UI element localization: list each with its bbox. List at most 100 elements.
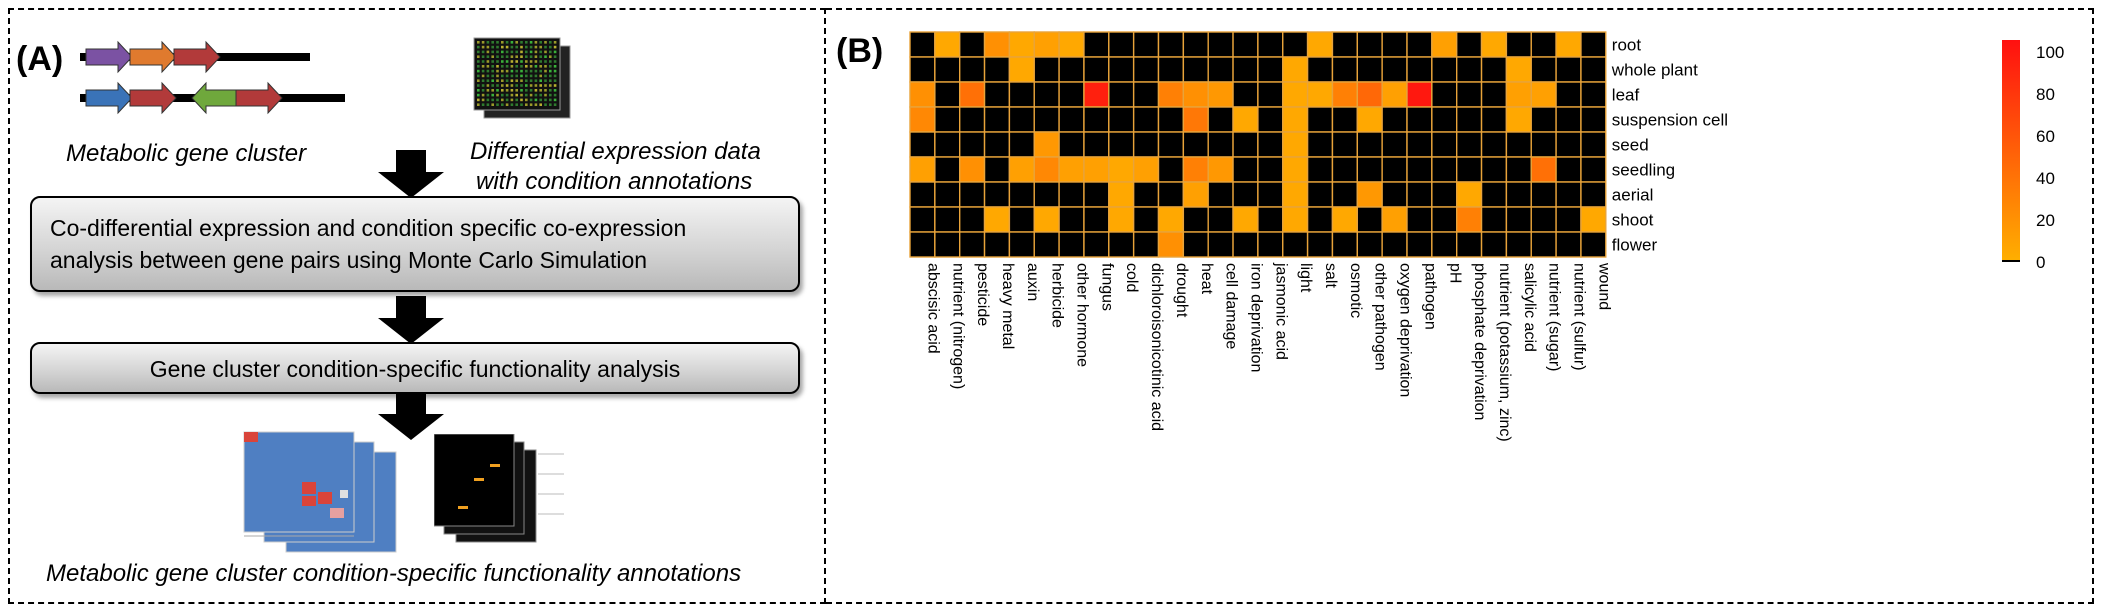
- heatmap-cell: [1182, 156, 1209, 183]
- microarray-spot: [477, 93, 480, 97]
- row-label: seed: [1612, 136, 1649, 155]
- microarray-spot: [496, 50, 499, 54]
- heatmap-cell: [1157, 56, 1185, 83]
- microarray-spot: [534, 69, 538, 73]
- microarray-spot: [553, 45, 557, 49]
- heatmap-cell: [1232, 31, 1259, 58]
- heatmap-cell: [1356, 231, 1383, 258]
- heatmap-cell: [1182, 181, 1209, 208]
- heatmap-cell: [1108, 206, 1135, 233]
- microarray-spot: [501, 98, 504, 102]
- gene-arrow: [191, 81, 239, 115]
- microarray-spot: [496, 103, 499, 106]
- microarray-spot: [525, 74, 528, 78]
- heatmap-cell: [1306, 181, 1334, 208]
- condition-heatmap: root whole plant leaf suspension cell seed se…: [909, 31, 2064, 442]
- microarray-spot: [486, 93, 490, 97]
- heatmap-cell: [1257, 81, 1284, 108]
- microarray-spot: [505, 98, 509, 102]
- microarray-spot: [501, 84, 504, 87]
- heatmap-cell: [1132, 106, 1160, 133]
- heatmap-cell: [1132, 81, 1160, 108]
- microarray-spot: [520, 89, 523, 92]
- microarray-spot: [486, 89, 490, 92]
- heatmap-cell: [1381, 231, 1408, 258]
- microarray-spot: [491, 65, 494, 68]
- column-label: heavy metal: [999, 263, 1016, 349]
- microarray-spot: [501, 69, 504, 73]
- microarray-spot: [544, 65, 547, 68]
- microarray-spot: [481, 41, 485, 44]
- microarray-spot: [486, 45, 490, 49]
- microarray-spot: [486, 69, 490, 73]
- heatmap-cell: [1058, 31, 1085, 58]
- microarray-spot: [529, 89, 533, 92]
- column-label: salicylic acid: [1521, 263, 1538, 352]
- column-label: cold: [1123, 263, 1140, 292]
- heatmap-cell: [1232, 106, 1259, 133]
- microarray-spot: [505, 60, 509, 63]
- heatmap-cell: [1530, 56, 1557, 83]
- heatmap-cell: [1480, 231, 1508, 258]
- heatmap-cell: [1480, 156, 1508, 183]
- heatmap-cell: [934, 181, 961, 208]
- panel-b: (B) root whole plant leaf suspension cell se…: [826, 8, 2094, 604]
- heatmap-cell: [1456, 31, 1483, 58]
- microarray-spot: [549, 55, 552, 58]
- column-label: abscisic acid: [924, 263, 941, 354]
- microarray-spot: [491, 98, 494, 102]
- microarray-spot: [501, 65, 504, 68]
- microarray-spot: [501, 93, 504, 97]
- microarray-spot: [520, 60, 523, 63]
- microarray-spot: [549, 69, 552, 73]
- microarray-spot: [477, 79, 480, 82]
- heatmap-cell: [1108, 156, 1135, 183]
- microarray-spot: [505, 45, 509, 49]
- heatmap-cell: [1306, 106, 1334, 133]
- heatmap-cell: [1555, 131, 1582, 158]
- microarray-spot: [510, 84, 514, 87]
- flow-arrow: [378, 150, 444, 198]
- microarray-spot: [539, 50, 542, 54]
- microarray-spot: [481, 103, 485, 106]
- microarray-spot: [501, 55, 504, 58]
- microarray-spot: [549, 79, 552, 82]
- heatmap-cell: [1406, 231, 1433, 258]
- heatmap-cell: [1108, 81, 1135, 108]
- heatmap-cell: [1555, 231, 1582, 258]
- microarray-spot: [505, 74, 509, 78]
- microarray-spot: [496, 60, 499, 63]
- colorbar-zero-mark: [2002, 260, 2020, 262]
- microarray-spot: [510, 55, 514, 58]
- column-label: iron deprivation: [1247, 263, 1264, 372]
- heatmap-cell: [1580, 106, 1607, 133]
- column-label: other pathogen: [1372, 263, 1389, 371]
- microarray-spot: [529, 50, 533, 54]
- heatmap-cell: [909, 206, 936, 233]
- heatmap-cell: [1108, 31, 1135, 58]
- heatmap-cell: [1555, 31, 1582, 58]
- heatmap-cell: [1381, 206, 1408, 233]
- microarray-spot: [544, 74, 547, 78]
- panel-a: (A) Metabolic gene cluster Differential …: [8, 8, 826, 604]
- microarray-spot: [505, 55, 509, 58]
- microarray-spot: [549, 45, 552, 49]
- microarray-spot: [515, 89, 518, 92]
- heatmap-cell: [1480, 206, 1508, 233]
- microarray-spot: [534, 55, 538, 58]
- microarray-spot: [529, 55, 533, 58]
- heatmap-cell: [1356, 106, 1383, 133]
- result-caption: Metabolic gene cluster condition-specifi…: [46, 560, 742, 587]
- heatmap-cell: [1033, 31, 1060, 58]
- column-label: other hormone: [1074, 263, 1091, 367]
- heatmap-cell: [1505, 156, 1532, 183]
- microarray-spot: [491, 103, 494, 106]
- colorbar-tick-label: 40: [2036, 169, 2055, 188]
- heatmap-cell: [1505, 81, 1532, 108]
- heatmap-cell: [958, 231, 986, 258]
- microarray-spot: [510, 60, 514, 63]
- microarray-spot: [534, 103, 538, 106]
- heatmap-cell: [1480, 81, 1508, 108]
- heatmap-cell: [909, 81, 936, 108]
- microarray-spot: [539, 103, 542, 106]
